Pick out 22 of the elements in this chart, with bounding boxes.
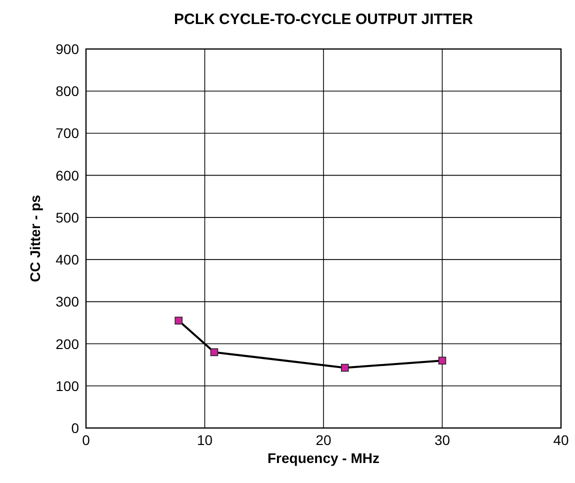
y-tick-label: 100 <box>56 378 80 394</box>
x-tick-label: 20 <box>316 432 332 448</box>
y-tick-label: 400 <box>56 252 80 268</box>
y-tick-label: 300 <box>56 294 80 310</box>
y-tick-label: 500 <box>56 209 80 226</box>
x-tick-label: 40 <box>553 432 569 448</box>
point <box>174 316 183 325</box>
y-tick-label: 0 <box>71 420 80 436</box>
x-tick-label: 30 <box>434 432 450 448</box>
y-axis-title: CC Jitter - ps <box>27 194 43 282</box>
x-axis-title: Frequency - MHz <box>267 450 380 466</box>
y-tick-label: 700 <box>56 125 80 142</box>
y-tick-label: 900 <box>56 41 80 57</box>
x-tick-label: 10 <box>196 432 213 448</box>
point <box>340 364 349 372</box>
y-tick-label: 800 <box>56 83 80 100</box>
y-tick-label: 600 <box>56 167 80 184</box>
y-tick-label: 200 <box>56 336 80 352</box>
point <box>210 348 218 356</box>
point <box>438 356 446 365</box>
x-tick-label: 0 <box>82 432 90 448</box>
chart-title: PCLK CYCLE-TO-CYCLE OUTPUT JITTER <box>174 11 474 28</box>
